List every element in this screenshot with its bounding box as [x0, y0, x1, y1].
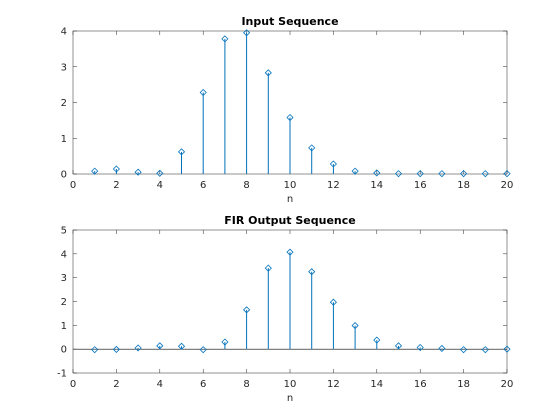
data-point-marker — [351, 167, 359, 175]
data-point-marker — [503, 170, 511, 178]
data-point-marker — [351, 322, 359, 330]
x-tick-label: 4 — [157, 180, 163, 191]
data-point-marker — [416, 170, 424, 178]
data-point-marker — [199, 346, 207, 354]
x-tick-label: 8 — [243, 180, 249, 191]
y-tick-label: 3 — [61, 62, 67, 73]
data-point-marker — [503, 345, 511, 353]
x-axis-label: n — [287, 194, 293, 205]
data-point-marker — [394, 342, 403, 350]
x-tick-label: 10 — [284, 379, 297, 390]
x-tick-label: 20 — [501, 180, 514, 191]
data-point-marker — [308, 144, 316, 152]
x-tick-label: 8 — [243, 379, 249, 390]
x-tick-label: 20 — [501, 379, 514, 390]
y-tick-label: 5 — [61, 226, 67, 237]
chart-title: FIR Output Sequence — [224, 214, 356, 227]
y-tick-label: 0 — [61, 345, 67, 356]
x-tick-label: 2 — [113, 180, 119, 191]
data-point-marker — [460, 170, 468, 178]
data-point-marker — [373, 336, 381, 344]
y-tick-label: 4 — [61, 27, 67, 38]
data-point-marker — [264, 264, 272, 272]
x-tick-label: 4 — [157, 379, 163, 390]
data-point-marker — [177, 342, 186, 350]
x-tick-label: 18 — [457, 180, 470, 191]
x-axis-label: n — [287, 393, 293, 404]
x-tick-label: 2 — [113, 379, 119, 390]
x-tick-label: 16 — [414, 180, 427, 191]
data-point-marker — [329, 160, 337, 168]
y-tick-label: 2 — [61, 297, 67, 308]
x-tick-label: 10 — [284, 180, 297, 191]
data-point-marker — [243, 29, 251, 37]
data-point-marker — [481, 170, 489, 178]
data-point-marker — [91, 167, 99, 175]
data-point-marker — [243, 306, 251, 314]
data-point-marker — [286, 248, 294, 256]
x-tick-label: 12 — [327, 180, 340, 191]
data-point-marker — [460, 346, 468, 354]
data-point-marker — [373, 169, 381, 177]
x-tick-label: 14 — [370, 379, 383, 390]
data-point-marker — [156, 169, 164, 177]
x-tick-label: 6 — [200, 379, 206, 390]
data-point-marker — [221, 338, 229, 346]
data-point-marker — [286, 113, 294, 122]
data-point-marker — [481, 346, 489, 354]
chart-title: Input Sequence — [241, 15, 338, 28]
stem-series — [91, 29, 511, 178]
data-point-marker — [91, 346, 99, 354]
data-point-marker — [264, 69, 272, 77]
data-point-marker — [416, 343, 424, 352]
data-point-marker — [221, 35, 229, 43]
data-point-marker — [112, 165, 120, 173]
x-tick-label: 12 — [327, 379, 340, 390]
subplot-fir-output-sequence: FIR Output Sequence n 0 2 4 6 8 10 12 14 16 18 20-… — [57, 214, 513, 404]
x-tick-label: 0 — [70, 379, 76, 390]
data-point-marker — [177, 148, 186, 156]
data-point-marker — [329, 298, 337, 306]
y-tick-label: 3 — [61, 273, 67, 284]
y-tick-label: -1 — [57, 369, 67, 380]
y-tick-label: 1 — [61, 321, 67, 332]
data-point-marker — [199, 88, 207, 97]
x-tick-label: 6 — [200, 180, 206, 191]
data-point-marker — [438, 170, 446, 178]
y-tick-label: 0 — [61, 170, 67, 181]
data-point-marker — [394, 170, 403, 178]
stem-series — [73, 248, 511, 354]
data-point-marker — [112, 345, 120, 353]
data-point-marker — [134, 168, 142, 176]
y-tick-label: 4 — [61, 249, 67, 260]
data-point-marker — [134, 344, 142, 352]
y-tick-label: 1 — [61, 134, 67, 145]
x-tick-label: 18 — [457, 379, 470, 390]
data-point-marker — [438, 344, 446, 353]
x-tick-label: 0 — [70, 180, 76, 191]
y-tick-label: 2 — [61, 98, 67, 109]
data-point-marker — [308, 268, 316, 276]
x-tick-label: 16 — [414, 379, 427, 390]
data-point-marker — [156, 342, 164, 350]
x-tick-label: 14 — [370, 180, 383, 191]
